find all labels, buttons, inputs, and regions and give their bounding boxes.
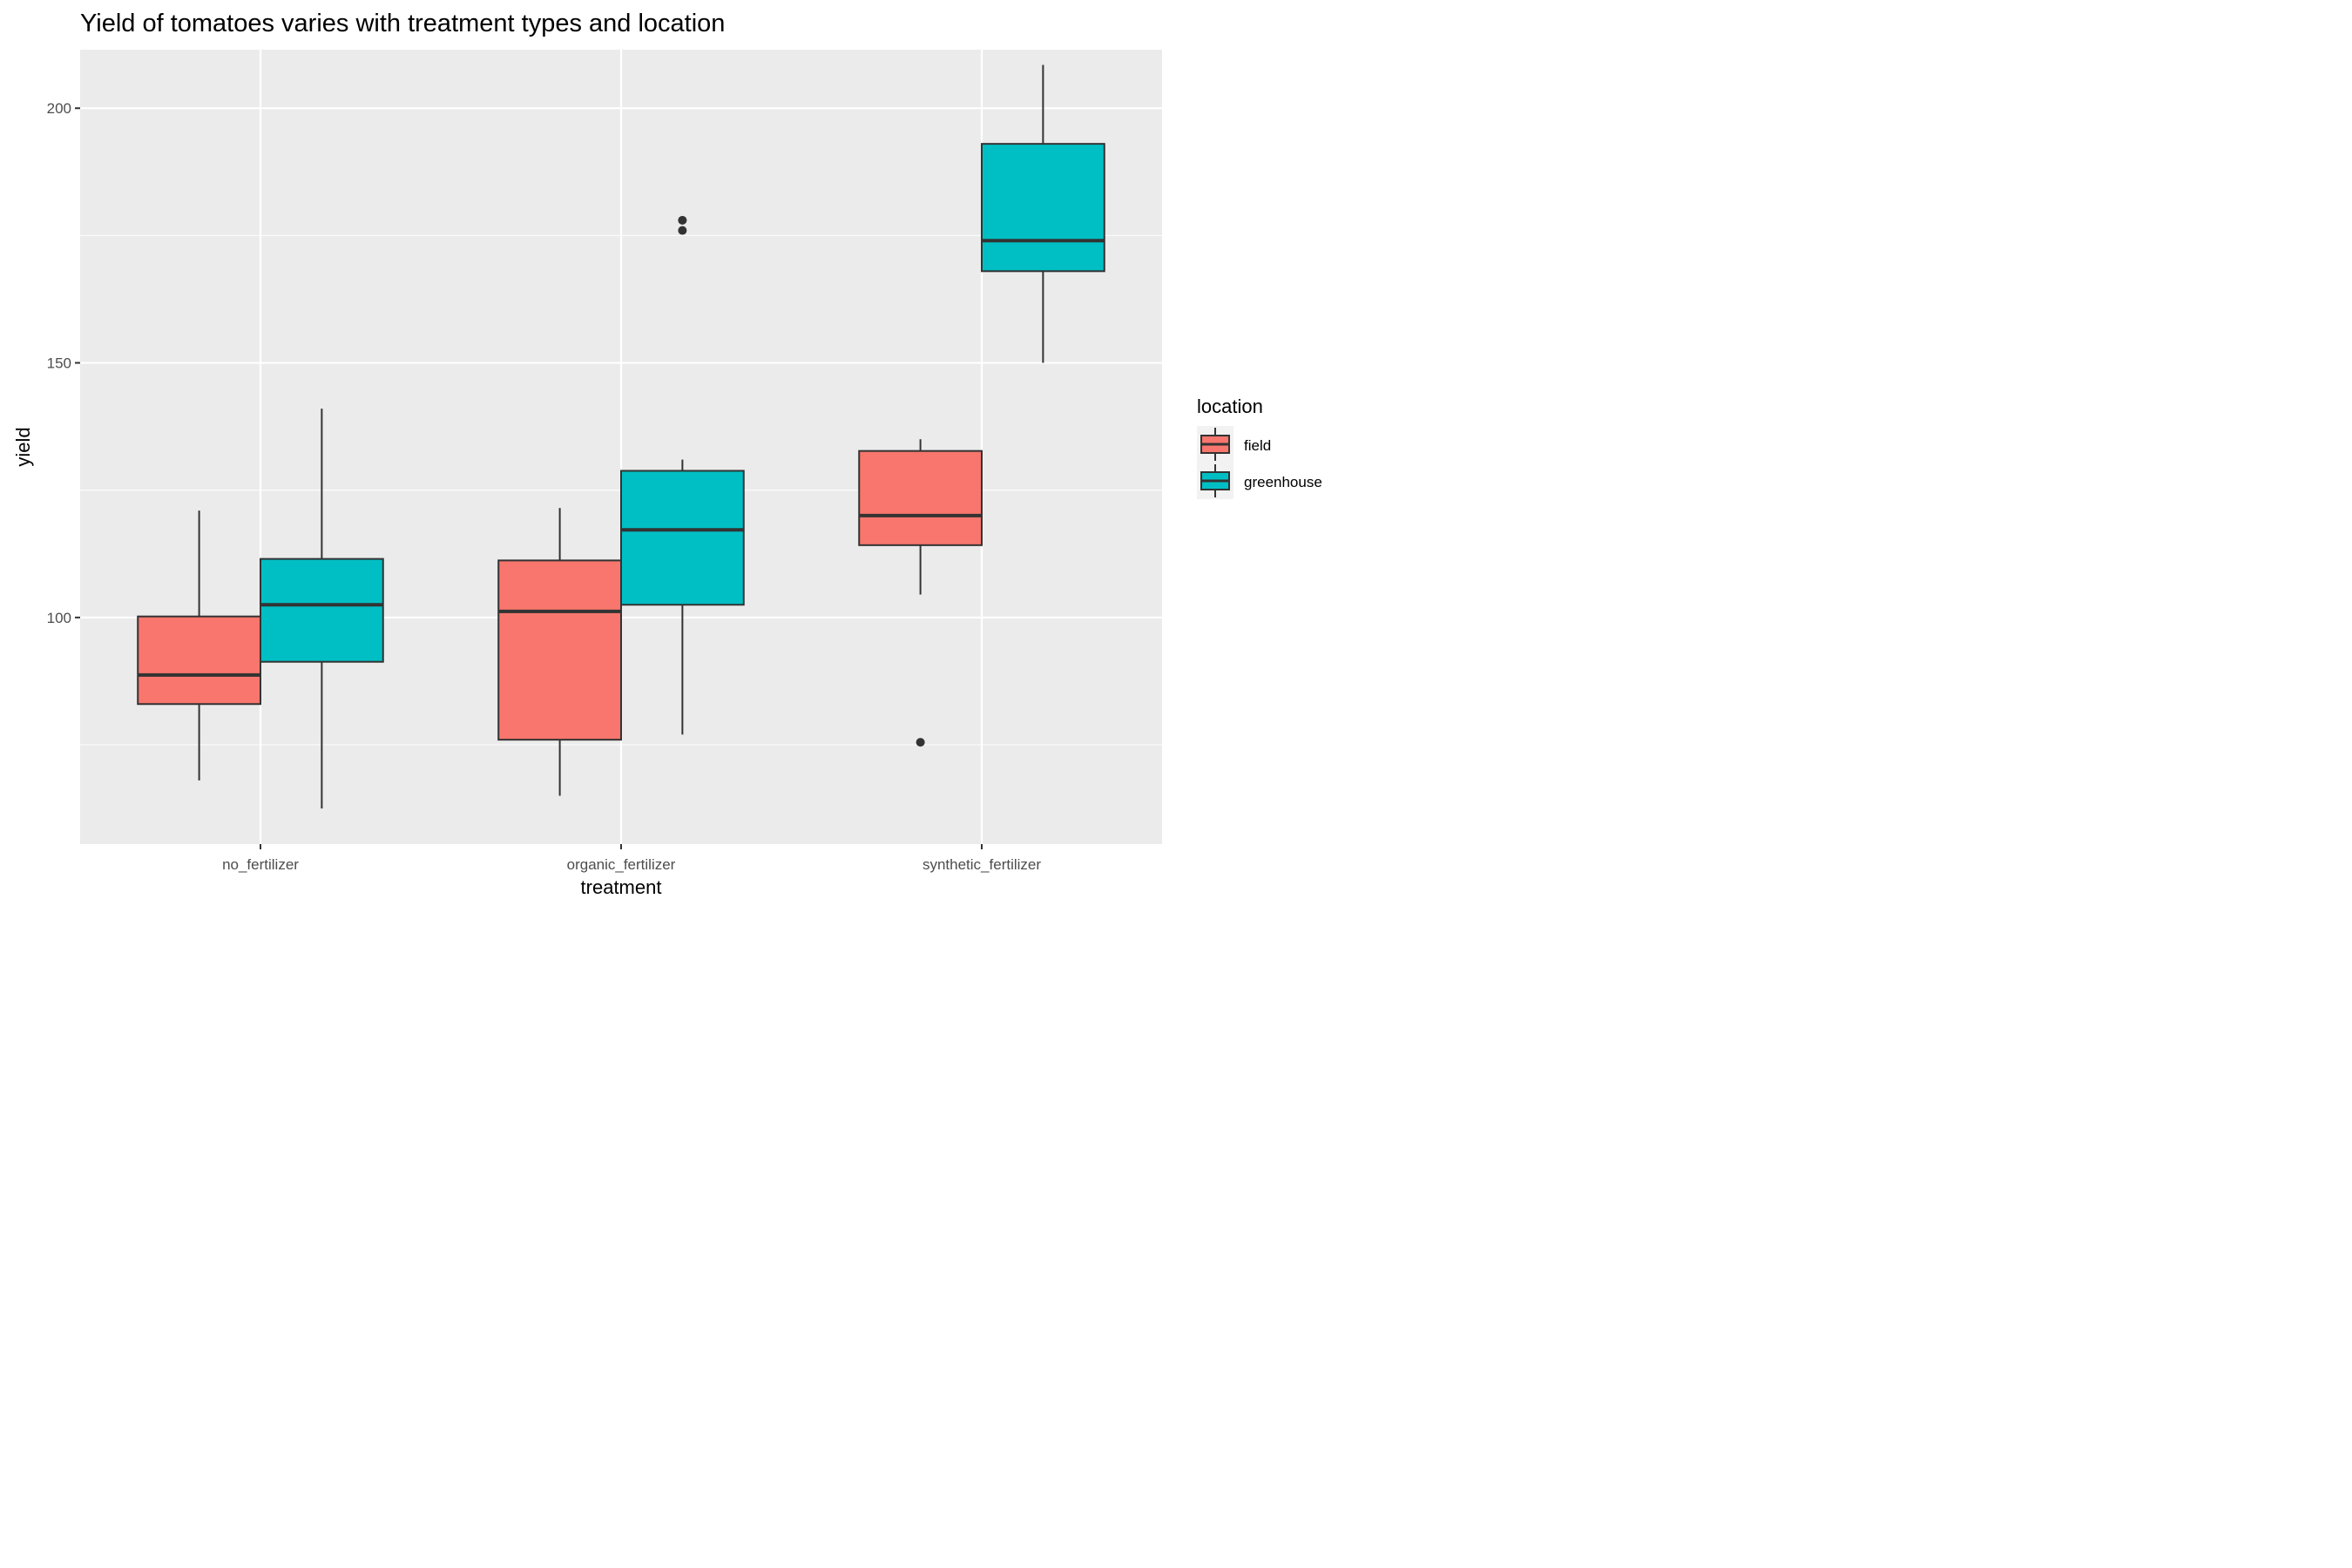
legend-key-greenhouse bbox=[1197, 463, 1233, 499]
legend: location field greenhouse bbox=[1197, 395, 1322, 499]
box-body bbox=[981, 143, 1105, 273]
outlier-point bbox=[678, 215, 687, 225]
x-tick-label: synthetic_fertilizer bbox=[923, 856, 1041, 873]
y-tick-label: 200 bbox=[47, 100, 71, 117]
box-body bbox=[858, 449, 983, 546]
box-greenhouse-organic_fertilizer bbox=[620, 215, 745, 735]
box-body bbox=[260, 558, 384, 663]
x-tick-label: organic_fertilizer bbox=[567, 856, 676, 873]
box-greenhouse-no_fertilizer bbox=[260, 409, 384, 809]
box-greenhouse-synthetic_fertilizer bbox=[981, 64, 1105, 363]
y-tick-label: 150 bbox=[47, 355, 71, 372]
boxplots bbox=[137, 64, 1105, 809]
legend-key-field bbox=[1197, 426, 1233, 463]
x-axis: no_fertilizer organic_fertilizer synthetic… bbox=[222, 844, 1041, 873]
outlier-point bbox=[916, 738, 925, 747]
y-axis: 100 150 200 bbox=[47, 100, 80, 626]
box-body bbox=[137, 615, 261, 706]
y-axis-title: yield bbox=[12, 427, 34, 466]
chart: Yield of tomatoes varies with treatment … bbox=[12, 10, 1322, 898]
y-tick-label: 100 bbox=[47, 610, 71, 626]
box-field-organic_fertilizer bbox=[497, 508, 622, 796]
legend-label-greenhouse: greenhouse bbox=[1244, 474, 1322, 490]
x-tick-label: no_fertilizer bbox=[222, 856, 299, 873]
box-body bbox=[497, 559, 622, 741]
chart-title: Yield of tomatoes varies with treatment … bbox=[80, 10, 725, 37]
outlier-point bbox=[678, 226, 687, 235]
legend-label-field: field bbox=[1244, 437, 1271, 454]
box-field-synthetic_fertilizer bbox=[858, 439, 983, 747]
legend-title: location bbox=[1197, 395, 1263, 417]
box-body bbox=[620, 470, 745, 606]
x-axis-title: treatment bbox=[581, 876, 662, 898]
